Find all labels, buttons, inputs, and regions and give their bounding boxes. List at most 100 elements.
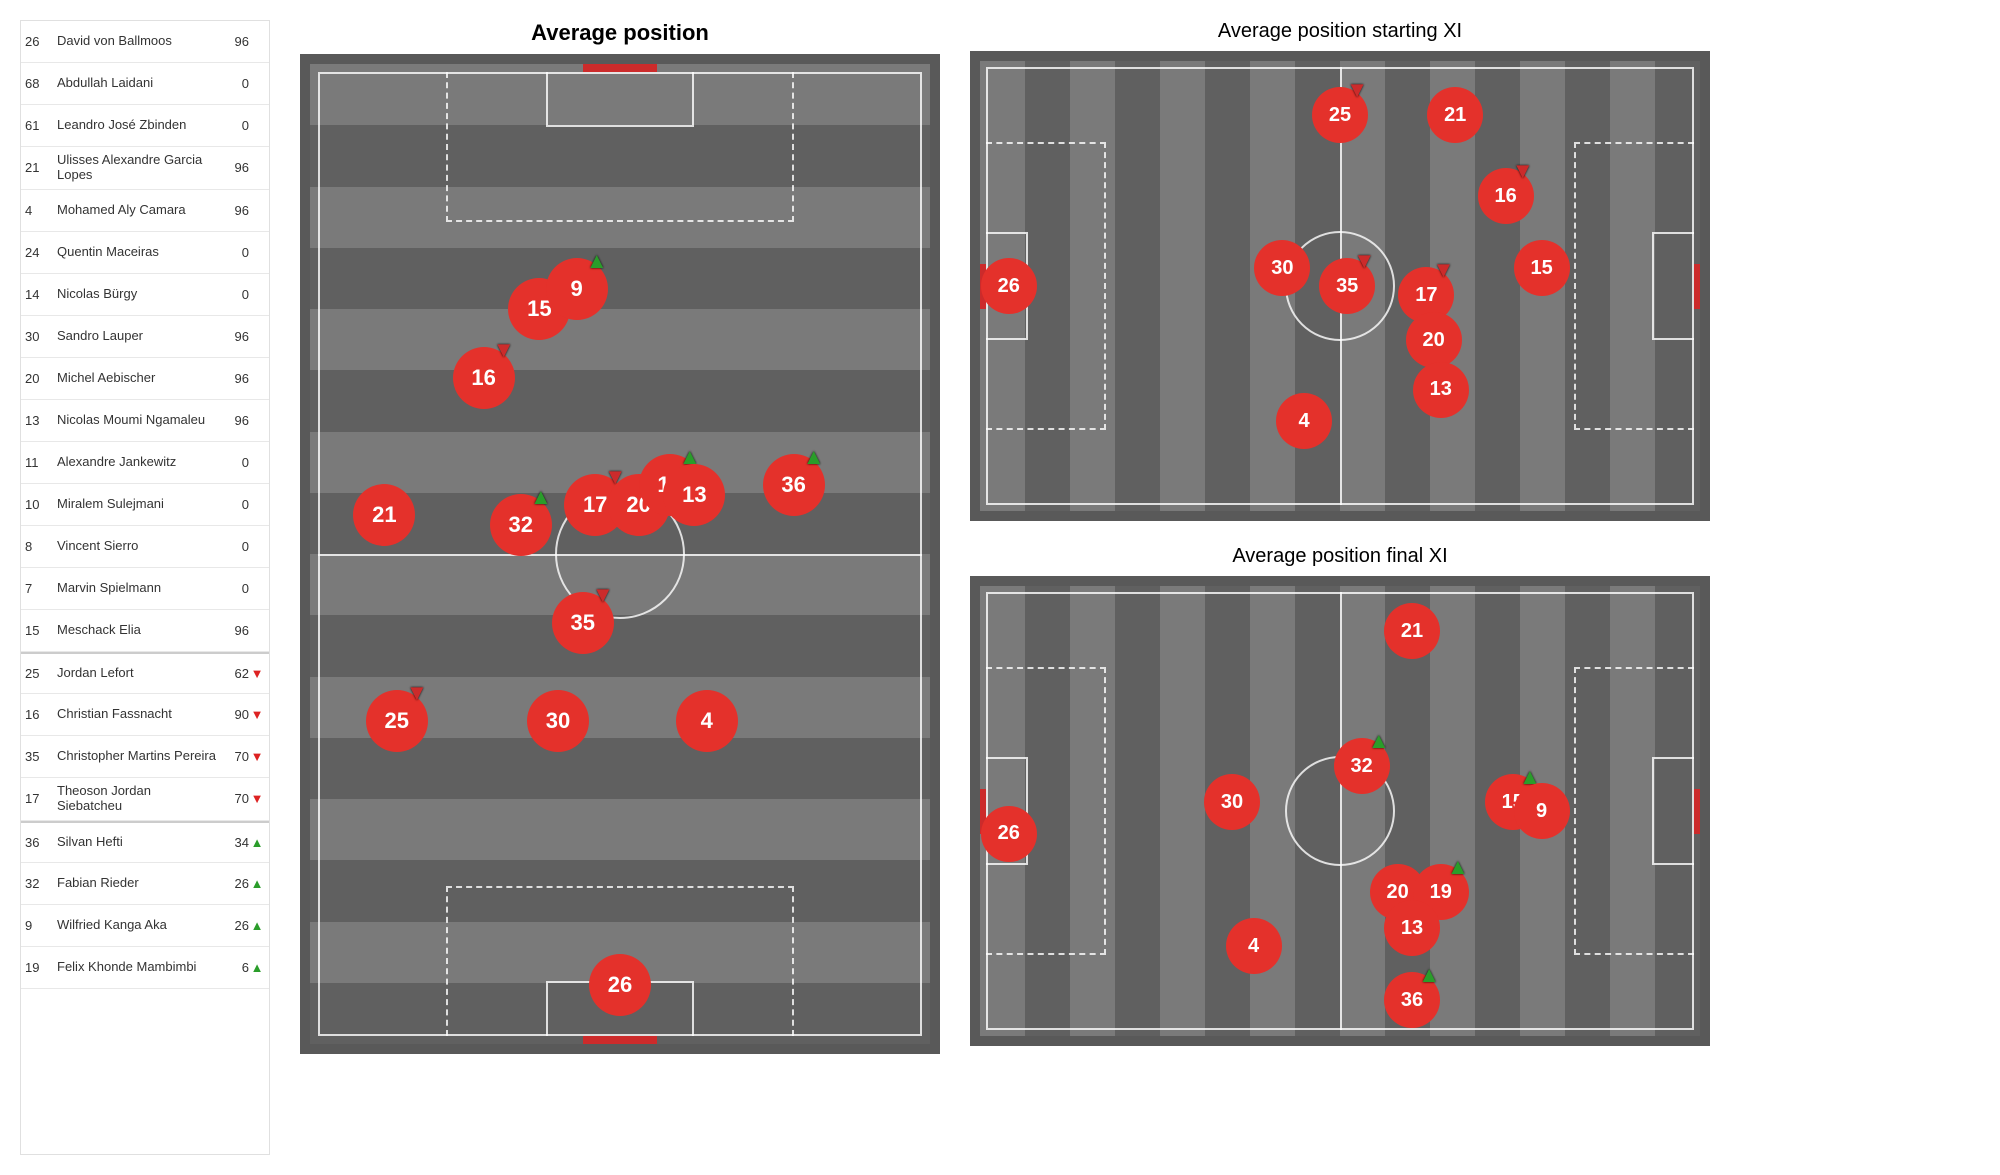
player-marker: 36▲ (1384, 972, 1440, 1028)
player-number: 35 (25, 749, 57, 764)
player-minutes: 0 (217, 455, 249, 470)
player-number: 4 (25, 203, 57, 218)
player-row: 36Silvan Hefti34▲ (21, 821, 269, 863)
player-row: 4Mohamed Aly Camara96 (21, 190, 269, 232)
sub-on-icon: ▲ (586, 250, 608, 272)
player-name: Felix Khonde Mambimbi (57, 960, 217, 975)
pitch-final-title: Average position final XI (1232, 545, 1447, 568)
player-marker: 25▼ (366, 690, 428, 752)
player-number: 15 (25, 623, 57, 638)
player-number: 61 (25, 118, 57, 133)
player-name: Nicolas Moumi Ngamaleu (57, 413, 217, 428)
player-number: 20 (25, 371, 57, 386)
sub-off-icon: ▼ (1433, 259, 1455, 281)
player-minutes: 0 (217, 245, 249, 260)
player-marker: 16▼ (453, 347, 515, 409)
sub-on-icon: ▲ (1447, 856, 1469, 878)
player-minutes: 26 (217, 876, 249, 891)
sub-on-icon: ▲ (1368, 730, 1390, 752)
player-marker: 32▲ (490, 494, 552, 556)
pitch-main: 2625▼30435▼2132▲17▼2019▲1336▲16▼159▲ (300, 54, 940, 1054)
sub-off-icon: ▼ (249, 749, 265, 764)
player-row: 32Fabian Rieder26▲ (21, 863, 269, 905)
player-name: Abdullah Laidani (57, 76, 217, 91)
player-marker: 25▼ (1312, 87, 1368, 143)
player-name: Sandro Lauper (57, 329, 217, 344)
player-marker: 36▲ (763, 454, 825, 516)
player-row: 19Felix Khonde Mambimbi6▲ (21, 947, 269, 989)
player-marker: 30 (527, 690, 589, 752)
player-number: 32 (25, 876, 57, 891)
player-number: 30 (25, 329, 57, 344)
player-marker: 4 (1276, 393, 1332, 449)
player-name: Theoson Jordan Siebatcheu (57, 784, 217, 814)
player-name: David von Ballmoos (57, 34, 217, 49)
player-minutes: 0 (217, 581, 249, 596)
player-number: 36 (25, 835, 57, 850)
player-minutes: 0 (217, 539, 249, 554)
player-name: Christian Fassnacht (57, 707, 217, 722)
player-name: Meschack Elia (57, 623, 217, 638)
pitch-final-block: Average position final XI 26213032▲415▲9… (970, 545, 1710, 1046)
player-row: 15Meschack Elia96 (21, 610, 269, 652)
player-marker: 26 (981, 258, 1037, 314)
sub-off-icon: ▼ (592, 584, 614, 606)
player-row: 35Christopher Martins Pereira70▼ (21, 736, 269, 778)
player-marker: 26 (981, 806, 1037, 862)
player-number: 19 (25, 960, 57, 975)
sub-off-icon: ▼ (249, 791, 265, 806)
player-row: 7Marvin Spielmann0 (21, 568, 269, 610)
player-minutes: 96 (217, 371, 249, 386)
layout-container: 26David von Ballmoos9668Abdullah Laidani… (20, 20, 1980, 1155)
sub-on-icon: ▲ (530, 486, 552, 508)
right-column: Average position starting XI 2625▼214303… (970, 20, 1710, 1155)
player-marker: 13 (1384, 900, 1440, 956)
sub-off-icon: ▼ (249, 666, 265, 681)
player-number: 10 (25, 497, 57, 512)
player-number: 26 (25, 34, 57, 49)
player-marker: 13 (663, 464, 725, 526)
sub-off-icon: ▼ (1353, 250, 1375, 272)
sub-off-icon: ▼ (249, 707, 265, 722)
player-row: 30Sandro Lauper96 (21, 316, 269, 358)
player-name: Christopher Martins Pereira (57, 749, 217, 764)
player-marker: 21 (1427, 87, 1483, 143)
player-minutes: 96 (217, 160, 249, 175)
player-name: Nicolas Bürgy (57, 287, 217, 302)
pitch-start: 2625▼2143035▼16▼17▼201315 (970, 51, 1710, 521)
pitch-main-title: Average position (531, 20, 709, 46)
player-marker: 9▲ (546, 258, 608, 320)
player-number: 17 (25, 791, 57, 806)
player-number: 13 (25, 413, 57, 428)
pitch-lines (310, 64, 930, 1044)
player-number: 14 (25, 287, 57, 302)
player-row: 25Jordan Lefort62▼ (21, 652, 269, 694)
player-name: Michel Aebischer (57, 371, 217, 386)
player-minutes: 0 (217, 287, 249, 302)
player-row: 11Alexandre Jankewitz0 (21, 442, 269, 484)
player-minutes: 70 (217, 749, 249, 764)
player-marker: 9 (1514, 783, 1570, 839)
player-minutes: 96 (217, 413, 249, 428)
player-minutes: 96 (217, 203, 249, 218)
player-row: 24Quentin Maceiras0 (21, 232, 269, 274)
player-name: Wilfried Kanga Aka (57, 918, 217, 933)
player-row: 9Wilfried Kanga Aka26▲ (21, 905, 269, 947)
player-minutes: 34 (217, 835, 249, 850)
pitch-start-title: Average position starting XI (1218, 20, 1462, 43)
player-row: 16Christian Fassnacht90▼ (21, 694, 269, 736)
player-row: 17Theoson Jordan Siebatcheu70▼ (21, 778, 269, 821)
player-number: 24 (25, 245, 57, 260)
player-marker: 4 (1226, 918, 1282, 974)
player-number: 16 (25, 707, 57, 722)
player-name: Miralem Sulejmani (57, 497, 217, 512)
pitch-main-block: Average position 2625▼30435▼2132▲17▼2019… (300, 20, 940, 1155)
player-name: Silvan Hefti (57, 835, 217, 850)
player-minutes: 70 (217, 791, 249, 806)
player-minutes: 96 (217, 34, 249, 49)
player-name: Mohamed Aly Camara (57, 203, 217, 218)
player-row: 10Miralem Sulejmani0 (21, 484, 269, 526)
sub-on-icon: ▲ (249, 960, 265, 975)
sub-off-icon: ▼ (1512, 160, 1534, 182)
player-marker: 15 (1514, 240, 1570, 296)
